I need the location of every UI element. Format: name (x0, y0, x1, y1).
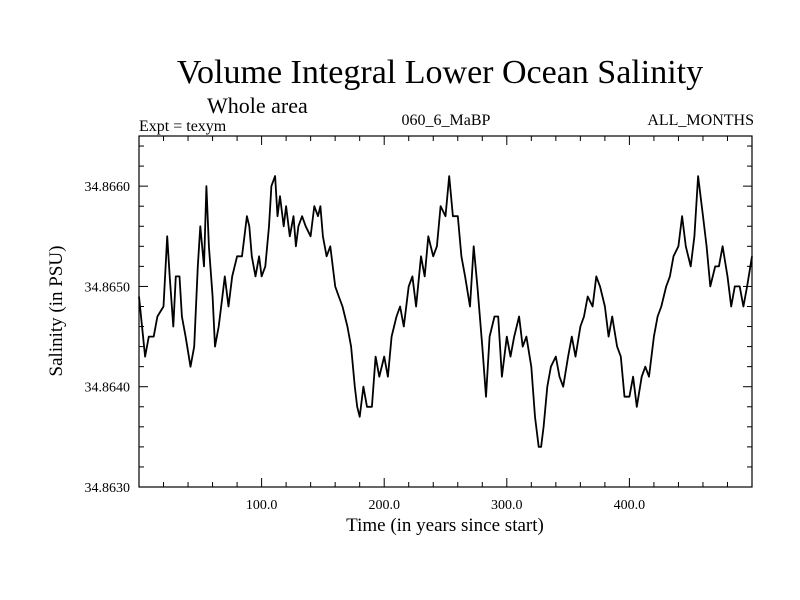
salinity-series-line (138, 175, 753, 448)
chart-title: Volume Integral Lower Ocean Salinity (177, 54, 703, 91)
plot-frame (138, 135, 753, 488)
x-tick-label: 200.0 (368, 498, 400, 513)
y-axis-title: Salinity (in PSU) (46, 246, 67, 377)
x-tick-label: 100.0 (246, 498, 278, 513)
tick-labels: 100.0 200.0 300.0 400.0 34.8630 34.8640 34.865… (85, 180, 646, 513)
x-tick-label: 400.0 (614, 498, 646, 513)
header-right-label: ALL_MONTHS (647, 112, 754, 129)
y-tick-label: 34.8640 (85, 381, 131, 396)
axis-ticks (139, 136, 752, 487)
y-tick-label: 34.8630 (85, 481, 131, 496)
header-center-label: 060_6_MaBP (402, 112, 491, 129)
x-axis-title: Time (in years since start) (346, 515, 544, 536)
header-left-label: Expt = texym (139, 118, 227, 135)
chart-subtitle: Whole area (207, 93, 308, 118)
x-tick-label: 300.0 (491, 498, 523, 513)
y-tick-label: 34.8660 (85, 180, 131, 195)
y-tick-label: 34.8650 (85, 280, 131, 295)
